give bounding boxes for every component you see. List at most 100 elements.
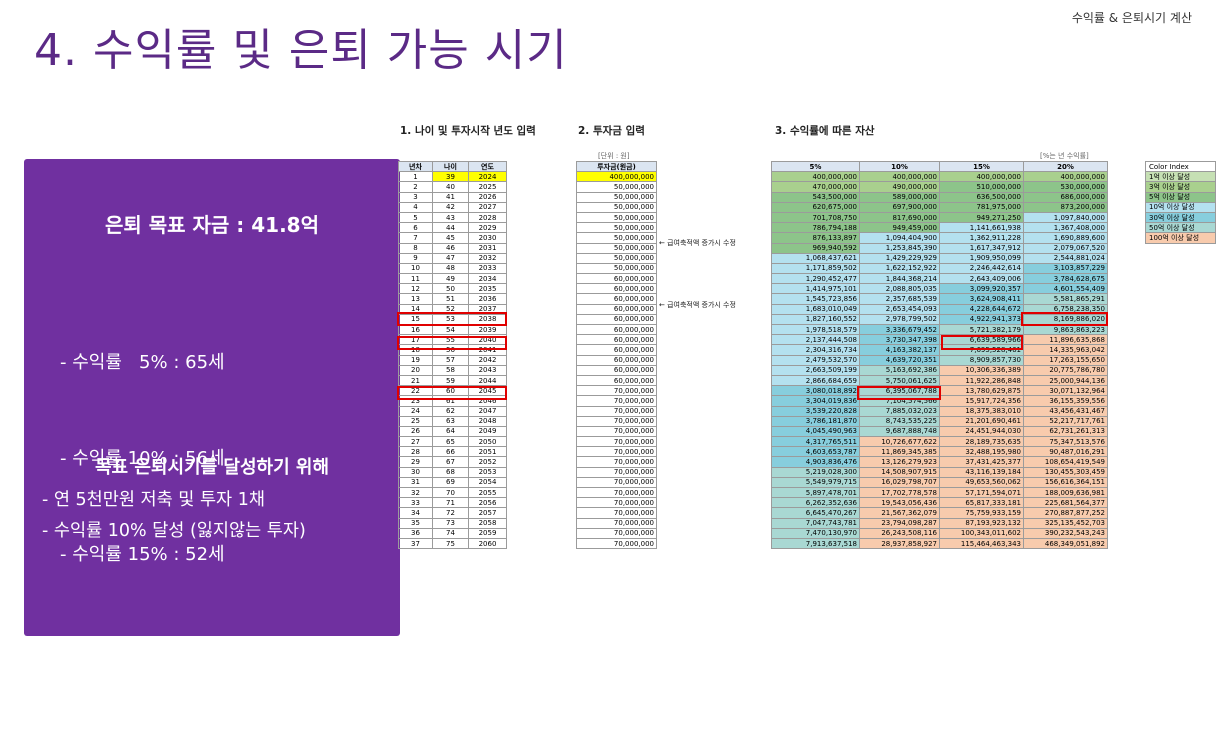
asset-cell: 30,071,132,964: [1023, 385, 1108, 397]
asset-cell: 873,200,000: [1023, 201, 1108, 213]
asset-cell: 468,349,051,892: [1023, 537, 1108, 550]
header-year-no: 년차: [398, 160, 433, 173]
asset-cell: 11,896,635,868: [1023, 334, 1108, 346]
asset-cell: 1,429,229,929: [859, 252, 940, 264]
asset-cell: 21,567,362,079: [859, 507, 940, 519]
table-row: 4,903,836,476 13,126,279,923 37,431,425,37…: [771, 456, 1108, 468]
table-row: 1,683,010,049 2,653,454,093 4,228,644,672 6…: [771, 303, 1108, 315]
asset-cell: 1,290,452,477: [771, 273, 860, 285]
age-cell: 39: [432, 171, 469, 183]
legend-item: 50억 이상 달성: [1145, 222, 1216, 234]
asset-cell: 43,456,431,467: [1023, 405, 1108, 417]
table-row: 11 49 2034: [398, 273, 507, 285]
table-row: 6,262,352,636 19,543,056,436 65,817,333,18…: [771, 497, 1108, 509]
table-row: 70,000,000: [576, 466, 657, 478]
table-row: 35 73 2058: [398, 517, 507, 529]
asset-cell: 5,163,692,386: [859, 364, 940, 376]
legend-row: 100억 이상 달성: [1145, 232, 1216, 244]
table-row: 60,000,000: [576, 313, 657, 326]
year-no-cell: 27: [398, 436, 433, 448]
table-row: 29 67 2052: [398, 456, 507, 468]
asset-cell: 5,721,382,179: [939, 323, 1024, 336]
table-row: 60,000,000: [576, 283, 657, 295]
table-row: 70,000,000: [576, 527, 657, 539]
asset-cell: 781,975,000: [939, 201, 1024, 213]
asset-cell: 3,103,857,229: [1023, 262, 1108, 275]
year-cell: 2057: [468, 507, 507, 519]
asset-cell: 2,304,316,734: [771, 344, 860, 356]
asset-cell: 7,885,032,023: [859, 405, 940, 417]
year-no-cell: 36: [398, 527, 433, 539]
asset-cell: 786,794,188: [771, 222, 860, 234]
asset-cell: 1,367,408,000: [1023, 222, 1108, 234]
asset-cell: 589,000,000: [859, 191, 940, 203]
asset-cell: 2,663,509,199: [771, 364, 860, 376]
asset-cell: 620,675,000: [771, 201, 860, 213]
year-cell: 2049: [468, 425, 507, 438]
age-year-table: 년차 나이 연도 1 39 2024 2 40 2025 3 41 2026 4 42 2027 5 43…: [398, 160, 507, 550]
year-no-cell: 7: [398, 232, 433, 244]
age-cell: 58: [432, 364, 469, 376]
table-row: 70,000,000: [576, 395, 657, 407]
age-cell: 65: [432, 436, 469, 448]
investment-table: 투자금(원금) 400,000,000 50,000,000 50,000,000 5…: [576, 160, 657, 550]
year-no-cell: 19: [398, 354, 433, 366]
table-row: 70,000,000: [576, 436, 657, 448]
color-legend: Color Index 1억 이상 달성 3억 이상 달성 5억 이상 달성 10억 …: [1145, 160, 1216, 244]
year-cell: 2039: [468, 323, 507, 336]
invest-cell: 60,000,000: [576, 344, 657, 356]
asset-cell: 3,784,628,675: [1023, 273, 1108, 285]
table-row: 2 40 2025: [398, 181, 507, 193]
asset-cell: 188,009,636,981: [1023, 486, 1108, 499]
table-row: 70,000,000: [576, 537, 657, 550]
invest-cell: 50,000,000: [576, 181, 657, 193]
year-no-cell: 13: [398, 293, 433, 305]
asset-cell: 115,464,463,343: [939, 537, 1024, 550]
asset-cell: 28,189,735,635: [939, 436, 1024, 448]
asset-cell: 949,271,250: [939, 211, 1024, 224]
table-row: 34 72 2057: [398, 507, 507, 519]
asset-cell: 3,336,679,452: [859, 323, 940, 336]
table-row: 25 63 2048: [398, 415, 507, 427]
asset-cell: 1,141,661,938: [939, 222, 1024, 234]
table-row: 60,000,000: [576, 344, 657, 356]
asset-cell: 5,897,478,701: [771, 486, 860, 499]
invest-cell: 70,000,000: [576, 497, 657, 509]
age-cell: 50: [432, 283, 469, 295]
asset-cell: 1,097,840,000: [1023, 211, 1108, 224]
age-cell: 63: [432, 415, 469, 427]
asset-cell: 949,459,000: [859, 222, 940, 234]
invest-cell: 50,000,000: [576, 211, 657, 224]
table-row: 60,000,000: [576, 334, 657, 346]
table-row: 21 59 2044: [398, 374, 507, 387]
age-cell: 46: [432, 242, 469, 254]
asset-cell: 4,601,554,409: [1023, 283, 1108, 295]
asset-cell: 1,068,437,621: [771, 252, 860, 264]
table-row: 60,000,000: [576, 323, 657, 336]
asset-cell: 8,743,535,225: [859, 415, 940, 427]
table-row: 1,978,518,579 3,336,679,452 5,721,382,179 9…: [771, 323, 1108, 336]
asset-cell: 1,362,911,228: [939, 232, 1024, 244]
asset-cell: 62,731,261,313: [1023, 425, 1108, 438]
rate-unit-label: [%는 년 수익률]: [1040, 152, 1089, 160]
table-row: 6 44 2029: [398, 222, 507, 234]
asset-cell: 1,171,859,502: [771, 262, 860, 275]
year-no-cell: 33: [398, 497, 433, 509]
asset-cell: 7,047,743,781: [771, 517, 860, 529]
year-no-cell: 3: [398, 191, 433, 203]
table-row: 7 45 2030: [398, 232, 507, 244]
asset-cell: 7,913,637,518: [771, 537, 860, 550]
table-row: 24 62 2047: [398, 405, 507, 417]
table-row: 50,000,000: [576, 201, 657, 213]
invest-cell: 60,000,000: [576, 334, 657, 346]
header-rate-5: 5%: [771, 160, 860, 173]
asset-cell: 3,099,920,357: [939, 283, 1024, 295]
invest-cell: 70,000,000: [576, 385, 657, 397]
plan-list: - 연 5천만원 저축 및 투자 1채 - 수익률 10% 달성 (잃지않는 투…: [42, 485, 306, 547]
asset-cell: 400,000,000: [939, 171, 1024, 183]
age-cell: 67: [432, 456, 469, 468]
invest-cell: 60,000,000: [576, 313, 657, 326]
invest-cell: 70,000,000: [576, 537, 657, 550]
asset-cell: 3,624,908,411: [939, 293, 1024, 305]
table-row: 969,940,592 1,253,845,390 1,617,347,912 2,0…: [771, 242, 1108, 254]
